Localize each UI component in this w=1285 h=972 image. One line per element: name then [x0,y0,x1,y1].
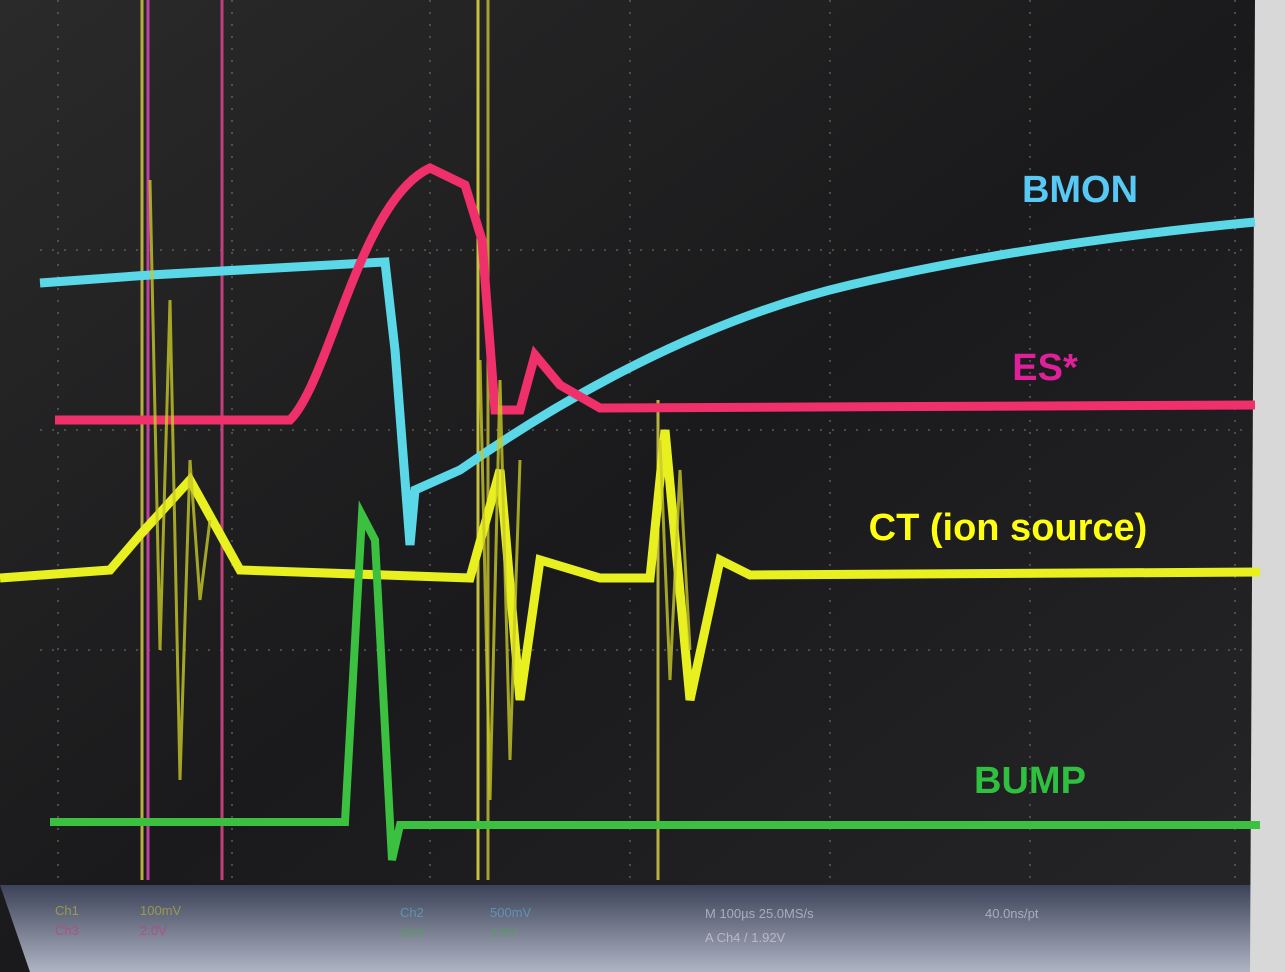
readout-text: Ch3 [55,923,79,938]
es-label: ES* [1012,347,1078,389]
ct-burst [148,179,692,801]
graticule [40,0,1250,880]
readout-text: Ch4 [400,925,424,940]
readout-text: Ch1 [55,903,79,918]
readout-text: 500mV [490,905,532,920]
readout-text: M 100µs 25.0MS/s [705,906,814,921]
readout: Ch1 100mV Ch3 2.0V Ch2 500mV Ch4 2.0V M … [55,903,1039,945]
readout-text: 2.0V [490,925,517,940]
readout-text: Ch2 [400,905,424,920]
bump-label: BUMP [974,760,1086,802]
readout-strip [0,885,1285,972]
readout-text: 40.0ns/pt [985,906,1039,921]
readout-text: 100mV [140,903,182,918]
readout-text: 2.0V [140,923,167,938]
ct-label: CT (ion source) [869,507,1148,549]
bump-trace [50,500,1260,861]
bmon-trace [39,217,1256,546]
readout-text: A Ch4 / 1.92V [705,930,786,945]
bmon-label: BMON [1022,169,1138,211]
bezel [1250,0,1285,972]
